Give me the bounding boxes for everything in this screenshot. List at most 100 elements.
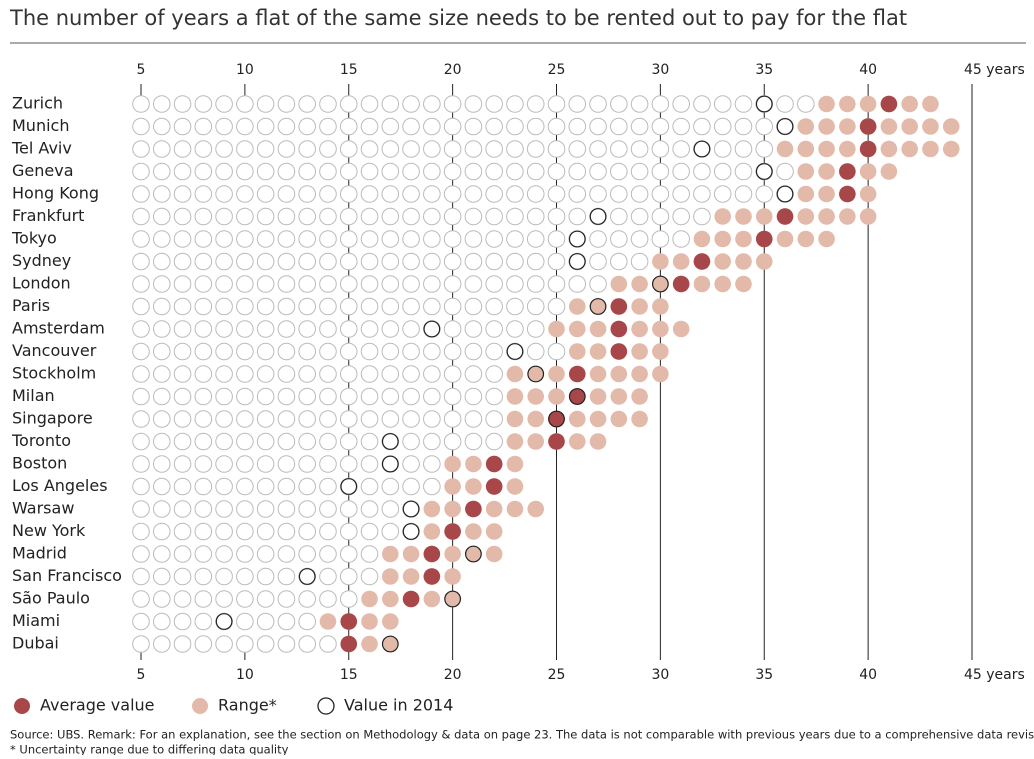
empty-dot — [132, 500, 150, 518]
empty-dot — [339, 387, 358, 406]
empty-dot — [173, 297, 192, 316]
empty-dot — [360, 500, 379, 518]
empty-dot — [194, 297, 213, 316]
empty-dot — [402, 365, 420, 383]
empty-dot — [194, 207, 213, 226]
dots — [132, 95, 960, 653]
category-label: San Francisco — [12, 566, 122, 585]
empty-dot — [547, 342, 566, 361]
empty-dot — [464, 252, 483, 271]
empty-dot — [485, 320, 503, 338]
empty-dot — [152, 432, 171, 451]
empty-dot — [256, 567, 275, 586]
range-dot — [839, 208, 856, 225]
average-dot — [839, 163, 856, 180]
empty-dot — [152, 410, 171, 428]
empty-dot — [215, 410, 233, 428]
empty-dot — [215, 477, 233, 496]
empty-dot — [256, 612, 275, 631]
value-2014 — [568, 388, 586, 405]
range — [382, 568, 461, 585]
empty-dot — [360, 252, 379, 271]
empty-dot — [443, 410, 462, 428]
empty-dot — [194, 477, 213, 496]
range-dot — [568, 343, 586, 360]
empty-dot — [132, 162, 150, 181]
value-2014 — [589, 208, 607, 225]
range-dot — [485, 545, 503, 563]
empty-dot — [547, 230, 566, 248]
empty-dot — [485, 185, 503, 203]
empty-dot — [152, 500, 171, 518]
empty-dot — [381, 500, 400, 518]
empty-dot — [236, 252, 254, 271]
empty-dot — [298, 612, 317, 631]
empty-dot — [360, 297, 379, 316]
empty-dot — [194, 252, 213, 271]
average-dot — [423, 545, 441, 563]
empty-dot — [152, 545, 171, 563]
range-dot — [610, 275, 628, 293]
range-dot — [631, 365, 648, 383]
range-dot — [589, 343, 607, 360]
empty-dot — [173, 612, 192, 631]
value-2014 — [693, 140, 711, 158]
legend-label: Value in 2014 — [344, 696, 453, 715]
empty-dot — [236, 567, 254, 586]
empty-dot — [215, 545, 233, 563]
empty-dot — [464, 275, 483, 293]
empty-dot — [194, 635, 213, 653]
empty-dot — [319, 432, 337, 451]
empty-dot — [194, 162, 213, 181]
empty-dot — [423, 162, 441, 181]
empty-dot — [547, 275, 566, 293]
empty-dot — [132, 567, 150, 586]
empty-dot — [443, 117, 462, 136]
empty-dot — [132, 342, 150, 361]
empty-dot — [381, 477, 400, 496]
empty-dot — [672, 230, 690, 248]
empty-dot — [215, 635, 233, 653]
range-dot — [776, 140, 794, 158]
empty-dot — [173, 387, 192, 406]
empty-dot — [256, 455, 275, 473]
empty-dot — [132, 365, 150, 383]
empty-dot — [319, 342, 337, 361]
empty-dot — [672, 140, 690, 158]
empty-dot — [132, 185, 150, 203]
average-dot — [839, 185, 856, 203]
empty-dot — [423, 117, 441, 136]
empty-dot — [672, 162, 690, 181]
empty-dot — [443, 365, 462, 383]
empty-dot — [132, 95, 150, 113]
range-dot — [818, 95, 835, 113]
value-2014 — [548, 410, 565, 428]
empty-dot — [277, 320, 296, 338]
empty-dot — [173, 230, 192, 248]
empty-dot — [755, 185, 774, 203]
empty-dot — [423, 252, 441, 271]
x-tick-label: 25 — [548, 62, 566, 78]
empty-dot — [215, 162, 233, 181]
empty-dot — [464, 207, 483, 226]
empty-dot — [319, 455, 337, 473]
empty-dot — [173, 162, 192, 181]
chart-title: The number of years a flat of the same s… — [9, 6, 907, 30]
empty-dot — [630, 207, 649, 226]
empty-dot — [277, 410, 296, 428]
category-label: Munich — [12, 116, 69, 135]
empty-dot — [443, 95, 462, 113]
empty-dot — [194, 275, 213, 293]
empty-dot — [423, 207, 441, 226]
average-dot — [610, 298, 628, 315]
range-dot — [818, 118, 835, 135]
empty-dot — [360, 117, 379, 136]
empty-dot — [215, 455, 233, 473]
empty-dot — [339, 342, 358, 361]
range-dot — [839, 140, 856, 158]
x-tick-label: 15 — [340, 62, 358, 78]
empty-dot — [339, 590, 358, 608]
empty-dot — [755, 140, 774, 158]
range-dot — [631, 343, 648, 360]
average-dot — [444, 523, 461, 540]
